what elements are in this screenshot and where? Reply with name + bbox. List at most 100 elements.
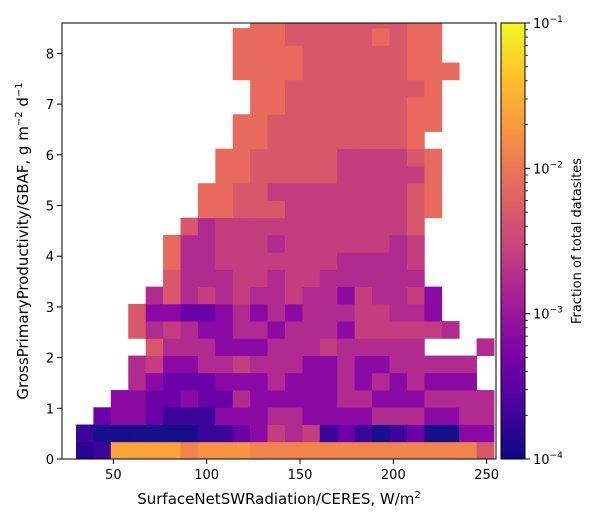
heatmap-cell — [406, 407, 425, 425]
heatmap-cell — [354, 200, 373, 219]
heatmap-cell — [372, 441, 390, 460]
heatmap-cell — [197, 424, 216, 443]
heatmap-cell — [337, 424, 356, 443]
heatmap-cell — [250, 338, 268, 356]
heatmap-cell — [337, 200, 356, 219]
heatmap-cell — [250, 114, 268, 132]
heatmap-cell — [441, 355, 460, 374]
heatmap-cell — [459, 355, 477, 374]
heatmap-cell — [93, 424, 112, 443]
heatmap-cell — [389, 372, 408, 391]
heatmap-cell — [354, 286, 373, 305]
heatmap-cell — [180, 407, 199, 425]
heatmap-cell — [250, 200, 268, 219]
heatmap-cell — [424, 62, 443, 81]
heatmap-cell — [424, 390, 443, 408]
heatmap-cell — [319, 286, 338, 305]
heatmap-cell — [215, 200, 234, 219]
heatmap-cell — [267, 148, 286, 167]
heatmap-cell — [372, 269, 390, 288]
heatmap-cell — [372, 338, 390, 356]
heatmap-cell — [250, 165, 268, 184]
heatmap-cell — [215, 407, 234, 425]
heatmap-cell — [284, 114, 303, 132]
heatmap-cell — [284, 441, 303, 460]
heatmap-cell — [197, 355, 216, 374]
heatmap-cell — [337, 252, 356, 270]
heatmap-cell — [302, 79, 321, 98]
heatmap-cell — [197, 303, 216, 322]
heatmap-cell — [319, 165, 338, 184]
heatmap-cell — [424, 441, 443, 460]
heatmap-cell — [232, 355, 251, 374]
heatmap-cell — [302, 372, 321, 391]
heatmap-cell — [337, 79, 356, 98]
heatmap-cell — [232, 269, 251, 288]
heatmap-cell — [319, 355, 338, 374]
heatmap-cell — [319, 303, 338, 322]
heatmap-cell — [389, 269, 408, 288]
heatmap-cell — [180, 355, 199, 374]
heatmap-cell — [319, 131, 338, 150]
heatmap-cell — [372, 355, 390, 374]
heatmap-cell — [215, 424, 234, 443]
heatmap-cell — [406, 441, 425, 460]
colorbar — [500, 22, 526, 460]
heatmap-cell — [267, 131, 286, 150]
heatmap-cell — [163, 441, 181, 460]
heatmap-cell — [215, 338, 234, 356]
heatmap-cell — [250, 252, 268, 270]
heatmap-cell — [406, 114, 425, 132]
heatmap-cell — [145, 424, 164, 443]
heatmap-cell — [163, 303, 181, 322]
heatmap-cell — [250, 407, 268, 425]
heatmap-cell — [337, 286, 356, 305]
heatmap-cell — [232, 338, 251, 356]
heatmap-cell — [319, 183, 338, 201]
heatmap-cell — [459, 407, 477, 425]
heatmap-cell — [459, 424, 477, 443]
heatmap-cell — [232, 114, 251, 132]
heatmap-cell — [250, 424, 268, 443]
heatmap-cell — [267, 97, 286, 115]
heatmap-cell — [232, 303, 251, 322]
heatmap-cell — [215, 321, 234, 339]
heatmap-cell — [197, 390, 216, 408]
heatmap-cell — [267, 355, 286, 374]
heatmap-cell — [128, 424, 147, 443]
colorbar-label: Fraction of total datasites — [570, 158, 585, 324]
heatmap-cell — [476, 441, 495, 460]
heatmap-cell — [267, 114, 286, 132]
heatmap-cell — [337, 407, 356, 425]
heatmap-cell — [389, 355, 408, 374]
heatmap-cell — [389, 252, 408, 270]
heatmap-cell — [232, 165, 251, 184]
heatmap-cell — [372, 424, 390, 443]
heatmap-cell — [354, 97, 373, 115]
heatmap-cell — [284, 79, 303, 98]
heatmap-cell — [389, 62, 408, 81]
heatmap-cell — [93, 441, 112, 460]
heatmap-cell — [250, 441, 268, 460]
heatmap-cell — [354, 62, 373, 81]
heatmap-cell — [319, 200, 338, 219]
heatmap-cell — [406, 28, 425, 46]
heatmap-cell — [302, 97, 321, 115]
heatmap-cell — [302, 407, 321, 425]
heatmap-cell — [284, 183, 303, 201]
heatmap-cell — [145, 372, 164, 391]
heatmap-cell — [163, 338, 181, 356]
colorbar-tick-label: 10−3 — [533, 306, 563, 323]
heatmap-cell — [319, 390, 338, 408]
heatmap-cell — [372, 79, 390, 98]
heatmap-cell — [284, 165, 303, 184]
heatmap-cell — [267, 372, 286, 391]
heatmap-cell — [319, 321, 338, 339]
heatmap-cell — [424, 424, 443, 443]
heatmap-cell — [180, 303, 199, 322]
heatmap-cell — [389, 441, 408, 460]
x-tick-label: 50 — [105, 468, 122, 483]
heatmap-cell — [250, 269, 268, 288]
heatmap-cell — [232, 286, 251, 305]
